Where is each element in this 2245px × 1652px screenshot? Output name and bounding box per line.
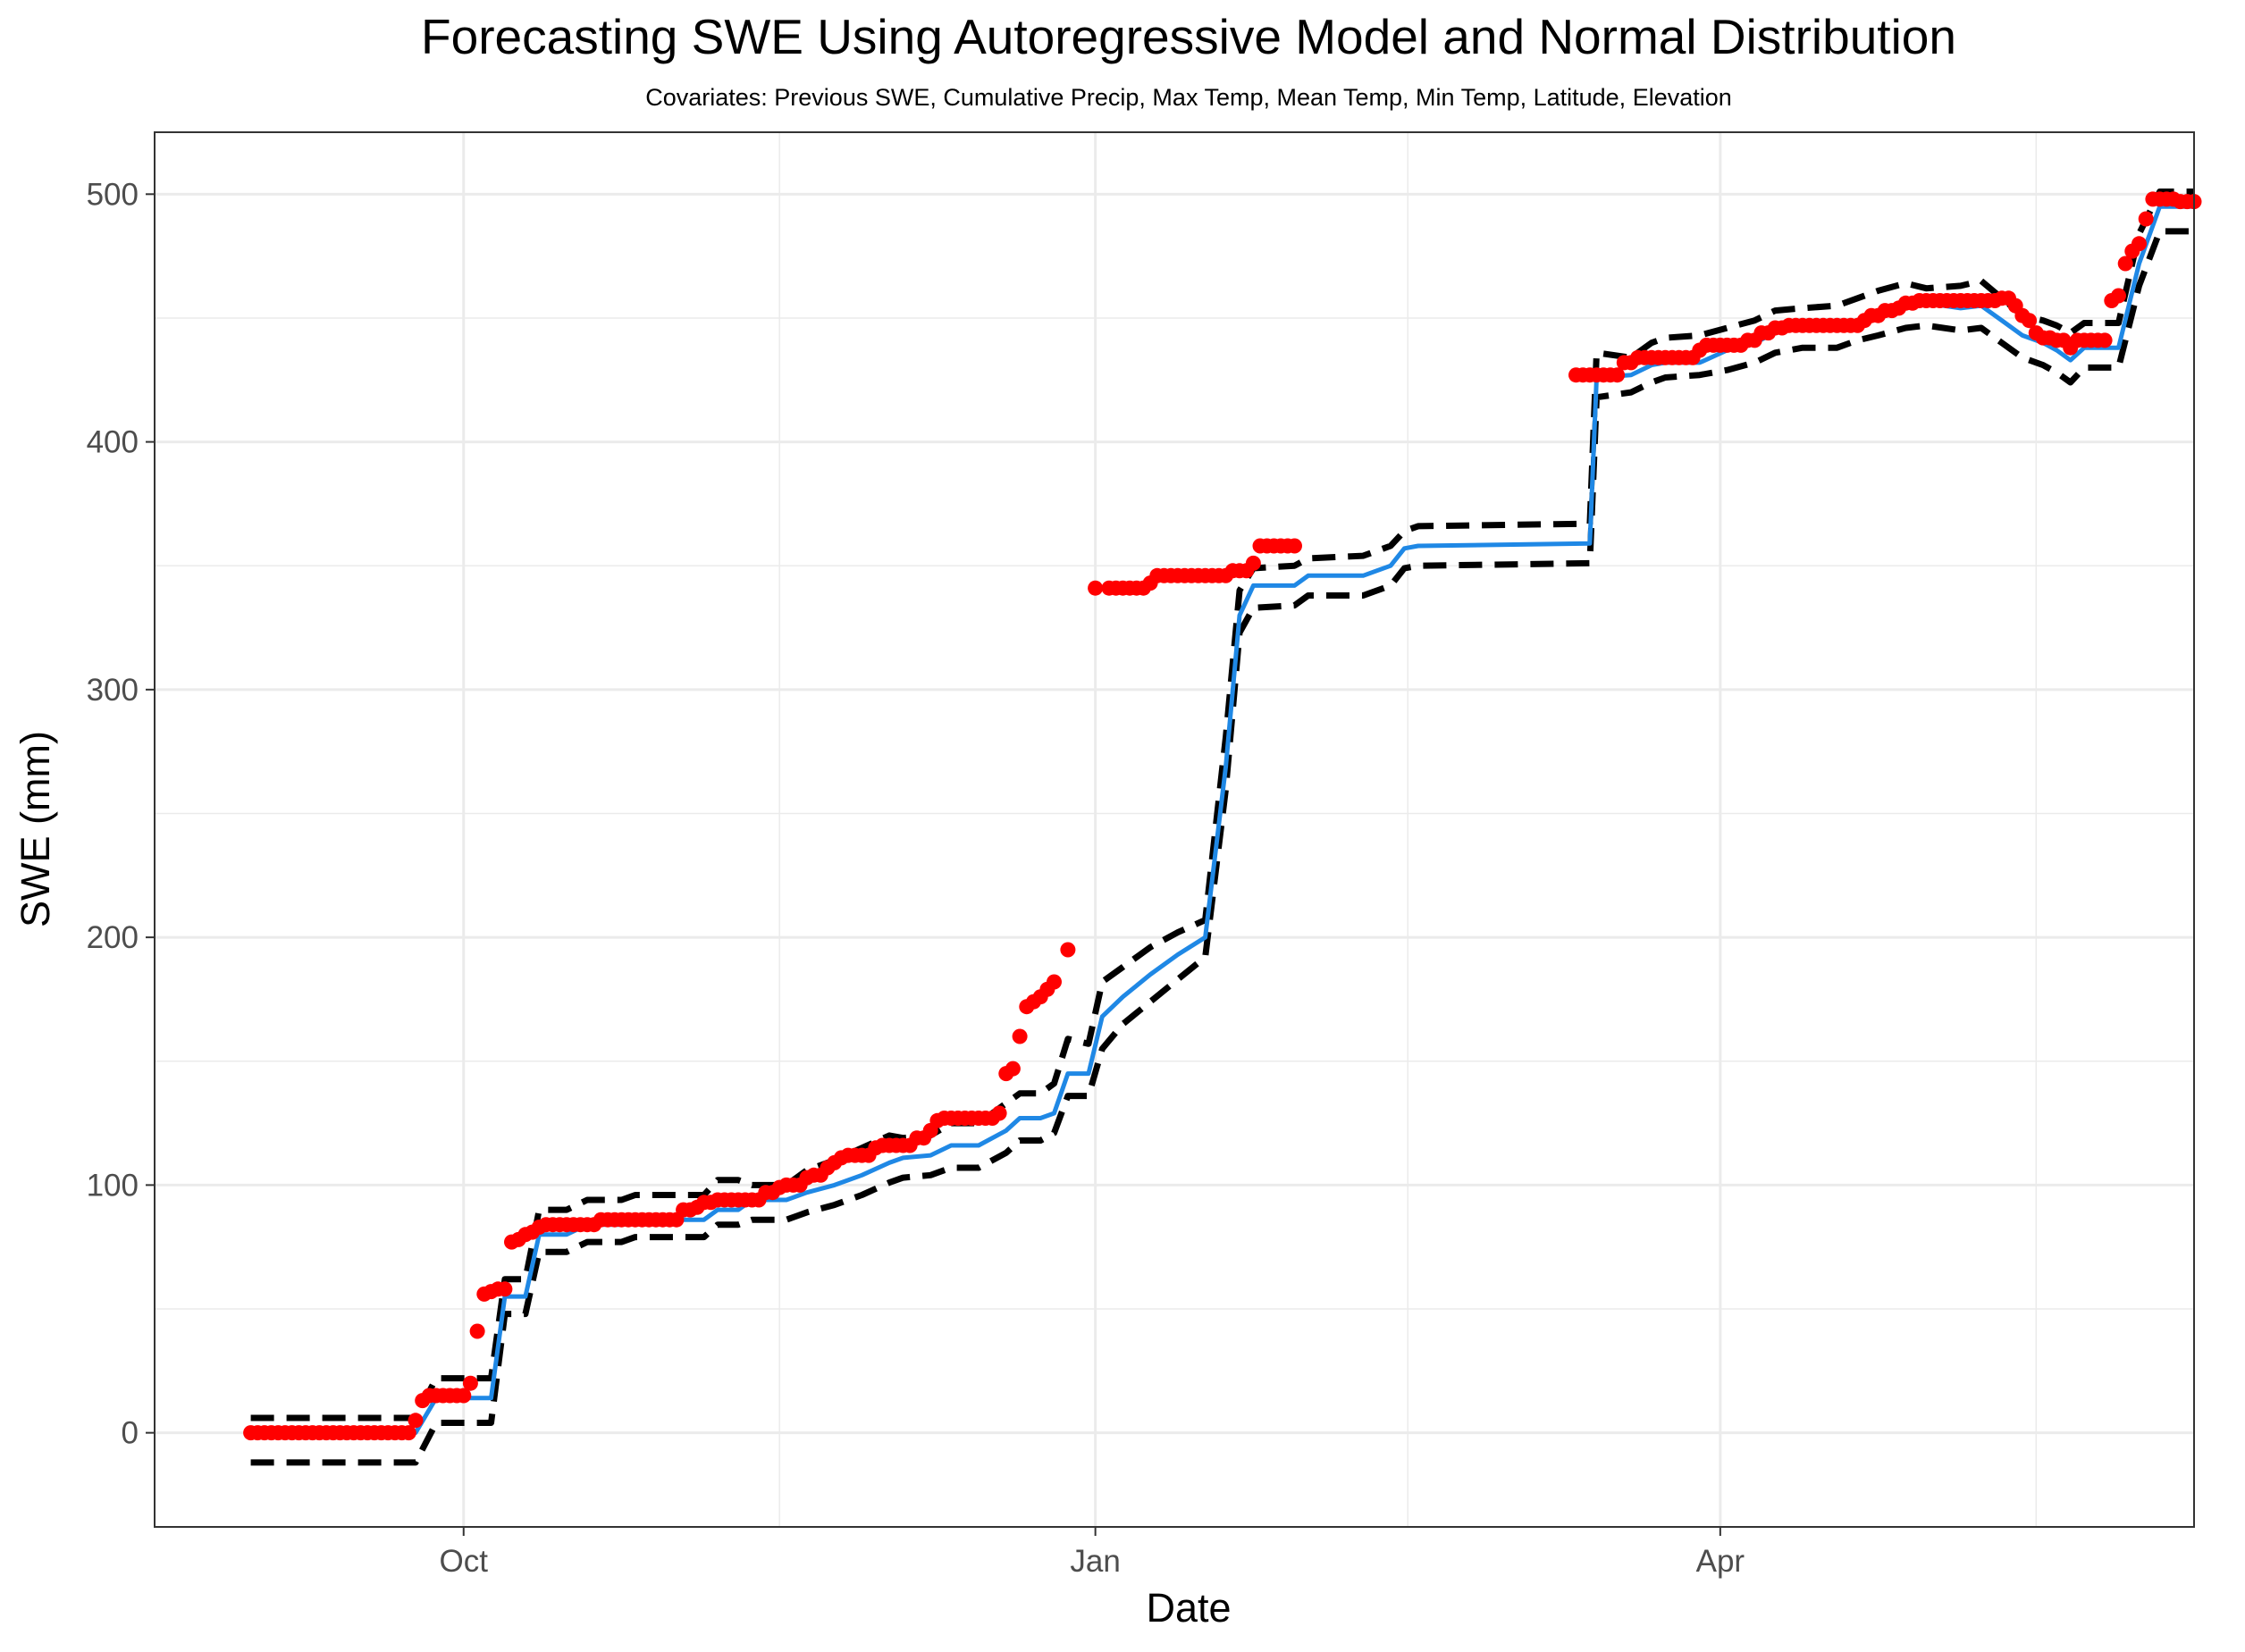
observed-point bbox=[2117, 256, 2133, 272]
observed-point bbox=[2138, 211, 2154, 227]
observed-point bbox=[991, 1105, 1007, 1121]
y-tick-label: 0 bbox=[122, 1416, 139, 1451]
observed-point bbox=[1047, 974, 1062, 990]
y-tick-label: 300 bbox=[87, 673, 139, 708]
observed-point bbox=[408, 1413, 424, 1429]
x-tick-label: Oct bbox=[440, 1544, 489, 1579]
x-tick-label: Apr bbox=[1696, 1544, 1745, 1579]
y-axis-title: SWE (mm) bbox=[13, 731, 58, 927]
y-tick-label: 200 bbox=[87, 920, 139, 955]
forecast-line bbox=[250, 204, 2194, 1436]
major-gridlines bbox=[155, 132, 2194, 1527]
observed-point bbox=[1088, 580, 1104, 596]
y-tick-label: 500 bbox=[87, 177, 139, 212]
x-axis-title: Date bbox=[1146, 1585, 1231, 1631]
observed-point bbox=[2131, 236, 2147, 252]
observed-point bbox=[462, 1375, 478, 1391]
x-tick-label: Jan bbox=[1070, 1544, 1120, 1579]
observed-point bbox=[1245, 555, 1261, 571]
observed-point bbox=[1012, 1028, 1028, 1044]
observed-points bbox=[243, 191, 2202, 1441]
observed-point bbox=[1060, 942, 1076, 958]
panel-border bbox=[154, 131, 2195, 1528]
upper-interval-line bbox=[250, 189, 2194, 1421]
lower-interval-line bbox=[250, 228, 2194, 1466]
observed-point bbox=[497, 1281, 513, 1297]
observed-point bbox=[1005, 1061, 1021, 1077]
chart-subtitle: Covariates: Previous SWE, Cumulative Pre… bbox=[645, 84, 1732, 111]
observed-point bbox=[456, 1388, 472, 1404]
y-axis-ticks: 0 100 200 300 400 500 bbox=[87, 177, 155, 1451]
observed-point bbox=[1610, 367, 1626, 383]
observed-point bbox=[1287, 538, 1302, 554]
series-layer bbox=[250, 189, 2194, 1466]
observed-point bbox=[2022, 313, 2038, 329]
chart-title: Forecasting SWE Using Autoregressive Mod… bbox=[421, 9, 1956, 64]
observed-point bbox=[2111, 288, 2126, 304]
y-tick-label: 400 bbox=[87, 425, 139, 460]
minor-gridlines bbox=[155, 132, 2194, 1527]
observed-point bbox=[400, 1425, 416, 1441]
x-axis-ticks: Oct Jan Apr bbox=[440, 1527, 1745, 1579]
observed-point bbox=[469, 1323, 485, 1339]
y-tick-label: 100 bbox=[87, 1168, 139, 1203]
observed-point bbox=[2097, 332, 2113, 348]
